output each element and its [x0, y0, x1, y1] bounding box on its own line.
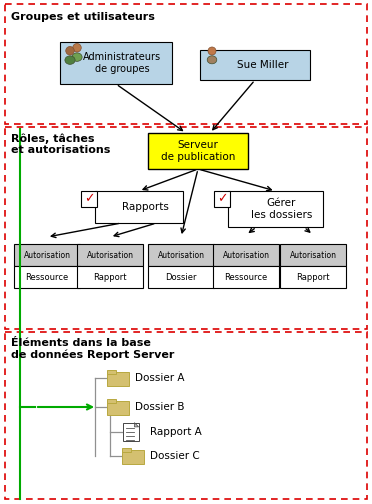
Text: Autorisation: Autorisation [87, 250, 134, 260]
Text: Dossier: Dossier [165, 273, 197, 282]
Ellipse shape [65, 56, 75, 65]
Bar [213, 266, 279, 288]
Bar [124, 423, 139, 442]
Bar [280, 244, 346, 266]
Bar [81, 191, 97, 207]
Text: Administrateurs
de groupes: Administrateurs de groupes [83, 52, 161, 74]
Bar [5, 4, 367, 124]
Text: Autorisation: Autorisation [289, 250, 337, 260]
Text: Éléments dans la base
de données Report Server: Éléments dans la base de données Report … [11, 338, 174, 360]
Bar [60, 42, 172, 84]
Bar [77, 266, 143, 288]
Text: Rapports: Rapports [122, 202, 169, 212]
Bar [148, 266, 214, 288]
Text: Rôles, tâches
et autorisations: Rôles, tâches et autorisations [11, 133, 110, 155]
Text: Rapport A: Rapport A [150, 427, 202, 437]
Text: Autorisation: Autorisation [222, 250, 269, 260]
Text: Autorisation: Autorisation [157, 250, 205, 260]
Text: Dossier C: Dossier C [150, 451, 200, 461]
Text: Ressource: Ressource [25, 273, 68, 282]
Bar [107, 399, 116, 403]
Bar [107, 401, 129, 415]
Circle shape [208, 47, 216, 55]
Text: Rapport: Rapport [296, 273, 330, 282]
Bar [77, 244, 143, 266]
Text: Serveur
de publication: Serveur de publication [161, 140, 235, 162]
Circle shape [66, 46, 74, 55]
Text: Dossier B: Dossier B [135, 402, 185, 412]
Text: Groupes et utilisateurs: Groupes et utilisateurs [11, 12, 155, 22]
Text: ✓: ✓ [217, 193, 227, 206]
Bar [5, 127, 367, 329]
Text: Sue Miller: Sue Miller [237, 60, 289, 70]
Text: Ressource: Ressource [224, 273, 267, 282]
Circle shape [73, 43, 81, 52]
Bar [95, 191, 183, 223]
Text: Autorisation: Autorisation [23, 250, 71, 260]
Bar [280, 266, 346, 288]
Bar [214, 191, 230, 207]
Text: ✓: ✓ [84, 193, 94, 206]
Ellipse shape [72, 53, 82, 61]
Bar [148, 244, 214, 266]
Text: Gérer
les dossiers: Gérer les dossiers [251, 198, 312, 220]
Bar [14, 244, 80, 266]
Bar [107, 372, 129, 386]
Bar [122, 450, 144, 464]
Bar [148, 133, 248, 169]
Text: Dossier A: Dossier A [135, 373, 185, 383]
Bar [228, 191, 323, 227]
Bar [200, 50, 310, 80]
Bar [5, 332, 367, 499]
Bar [107, 370, 116, 374]
Bar [213, 244, 279, 266]
Polygon shape [134, 423, 139, 427]
Bar [122, 449, 131, 452]
Bar [14, 266, 80, 288]
Text: Rapport: Rapport [93, 273, 127, 282]
Ellipse shape [207, 56, 217, 64]
